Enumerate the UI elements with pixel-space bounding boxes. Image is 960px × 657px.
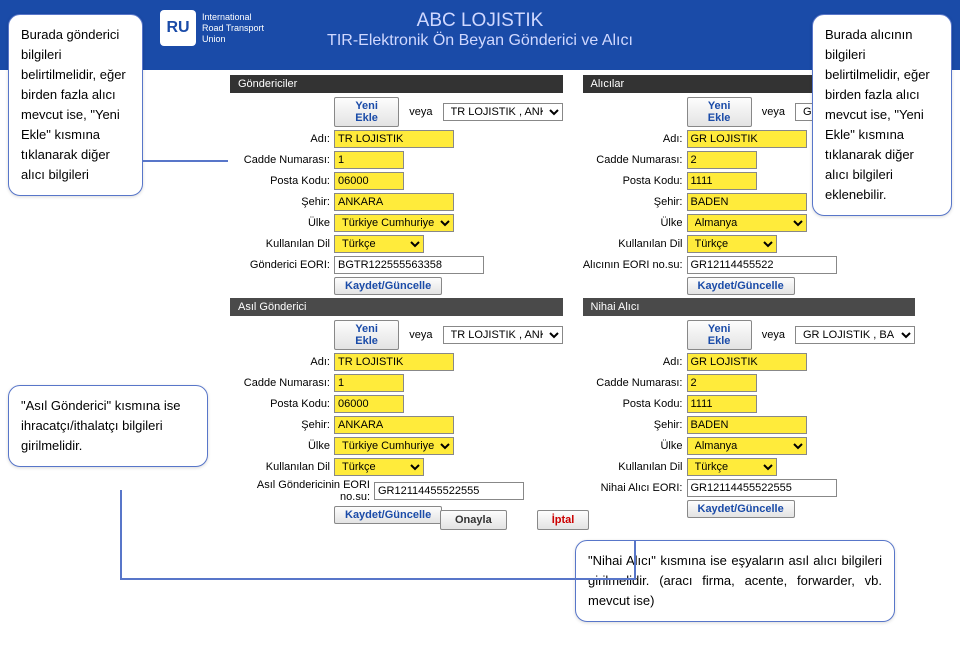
receiver-eori-input[interactable] <box>687 256 837 274</box>
label-eori: Nihai Alıcı EORI: <box>583 482 683 494</box>
sender-lang-select[interactable]: Türkçe <box>334 235 424 253</box>
label-street: Cadde Numarası: <box>583 377 683 389</box>
receiver-name-input[interactable] <box>687 130 807 148</box>
label-country: Ülke <box>230 217 330 229</box>
main-sender-street-input[interactable] <box>334 374 404 392</box>
label-country: Ülke <box>230 440 330 452</box>
cancel-button[interactable]: İptal <box>537 510 590 530</box>
final-receiver-name-input[interactable] <box>687 353 807 371</box>
main-sender-save-button[interactable]: Kaydet/Güncelle <box>334 506 442 524</box>
final-receiver-zip-input[interactable] <box>687 395 757 413</box>
final-receiver-eori-input[interactable] <box>687 479 837 497</box>
callout-sender: Burada gönderici bilgileri belirtilmelid… <box>8 14 143 196</box>
label-lang: Kullanılan Dil <box>230 461 330 473</box>
label-city: Şehir: <box>583 419 683 431</box>
main-sender-city-input[interactable] <box>334 416 454 434</box>
sender-section-head: Göndericiler <box>230 75 563 93</box>
main-sender-eori-input[interactable] <box>374 482 524 500</box>
main-sender-section-head: Asıl Gönderici <box>230 298 563 316</box>
connector <box>120 578 635 580</box>
sender-select[interactable]: TR LOJISTIK , ANKAR <box>443 103 563 121</box>
label-eori: Gönderici EORI: <box>230 259 330 271</box>
label-country: Ülke <box>583 440 683 452</box>
label-name: Adı: <box>230 356 330 368</box>
final-receiver-section-head: Nihai Alıcı <box>583 298 916 316</box>
connector <box>634 540 636 580</box>
label-city: Şehir: <box>583 196 683 208</box>
receiver-city-input[interactable] <box>687 193 807 211</box>
sender-zip-input[interactable] <box>334 172 404 190</box>
receiver-lang-select[interactable]: Türkçe <box>687 235 777 253</box>
callout-receiver: Burada alıcının bilgileri belirtilmelidi… <box>812 14 952 216</box>
label-zip: Posta Kodu: <box>583 175 683 187</box>
connector <box>120 490 122 580</box>
confirm-button[interactable]: Onayla <box>440 510 507 530</box>
connector <box>143 160 228 162</box>
label-name: Adı: <box>583 133 683 145</box>
main-sender-new-button[interactable]: Yeni Ekle <box>334 320 399 350</box>
label-city: Şehir: <box>230 196 330 208</box>
sender-or-label: veya <box>409 106 432 118</box>
final-receiver-city-input[interactable] <box>687 416 807 434</box>
final-receiver-street-input[interactable] <box>687 374 757 392</box>
receiver-save-button[interactable]: Kaydet/Güncelle <box>687 277 795 295</box>
sender-name-input[interactable] <box>334 130 454 148</box>
label-lang: Kullanılan Dil <box>583 238 683 250</box>
label-lang: Kullanılan Dil <box>230 238 330 250</box>
label-street: Cadde Numarası: <box>583 154 683 166</box>
main-sender-or-label: veya <box>409 329 432 341</box>
callout-final-receiver: "Nihai Alıcı" kısmına ise eşyaların asıl… <box>575 540 895 622</box>
sender-country-select[interactable]: Türkiye Cumhuriyeti <box>334 214 454 232</box>
sender-eori-input[interactable] <box>334 256 484 274</box>
label-zip: Posta Kodu: <box>583 398 683 410</box>
main-sender-lang-select[interactable]: Türkçe <box>334 458 424 476</box>
final-receiver-country-select[interactable]: Almanya <box>687 437 807 455</box>
label-street: Cadde Numarası: <box>230 154 330 166</box>
label-zip: Posta Kodu: <box>230 398 330 410</box>
main-sender-country-select[interactable]: Türkiye Cumhuriyeti <box>334 437 454 455</box>
final-receiver-new-button[interactable]: Yeni Ekle <box>687 320 752 350</box>
main-sender-name-input[interactable] <box>334 353 454 371</box>
label-country: Ülke <box>583 217 683 229</box>
receiver-new-button[interactable]: Yeni Ekle <box>687 97 752 127</box>
label-name: Adı: <box>230 133 330 145</box>
final-receiver-save-button[interactable]: Kaydet/Güncelle <box>687 500 795 518</box>
label-street: Cadde Numarası: <box>230 377 330 389</box>
main-sender-select[interactable]: TR LOJISTIK , ANKAR <box>443 326 563 344</box>
label-zip: Posta Kodu: <box>230 175 330 187</box>
callout-main-sender: "Asıl Gönderici" kısmına ise ihracatçı/i… <box>8 385 208 467</box>
final-receiver-or-label: veya <box>762 329 785 341</box>
label-city: Şehir: <box>230 419 330 431</box>
label-eori: Alıcının EORI no.su: <box>583 259 683 271</box>
sender-new-button[interactable]: Yeni Ekle <box>334 97 399 127</box>
final-receiver-lang-select[interactable]: Türkçe <box>687 458 777 476</box>
label-lang: Kullanılan Dil <box>583 461 683 473</box>
receiver-zip-input[interactable] <box>687 172 757 190</box>
label-eori: Asıl Göndericinin EORI no.su: <box>230 479 370 503</box>
receiver-street-input[interactable] <box>687 151 757 169</box>
receiver-country-select[interactable]: Almanya <box>687 214 807 232</box>
sender-save-button[interactable]: Kaydet/Güncelle <box>334 277 442 295</box>
receiver-or-label: veya <box>762 106 785 118</box>
main-sender-zip-input[interactable] <box>334 395 404 413</box>
sender-street-input[interactable] <box>334 151 404 169</box>
final-receiver-select[interactable]: GR LOJISTIK , BA <box>795 326 915 344</box>
label-name: Adı: <box>583 356 683 368</box>
sender-city-input[interactable] <box>334 193 454 211</box>
sender-column: Göndericiler Yeni Ekle veya TR LOJISTIK … <box>230 75 563 527</box>
bottom-buttons: Onayla İptal <box>440 510 589 530</box>
